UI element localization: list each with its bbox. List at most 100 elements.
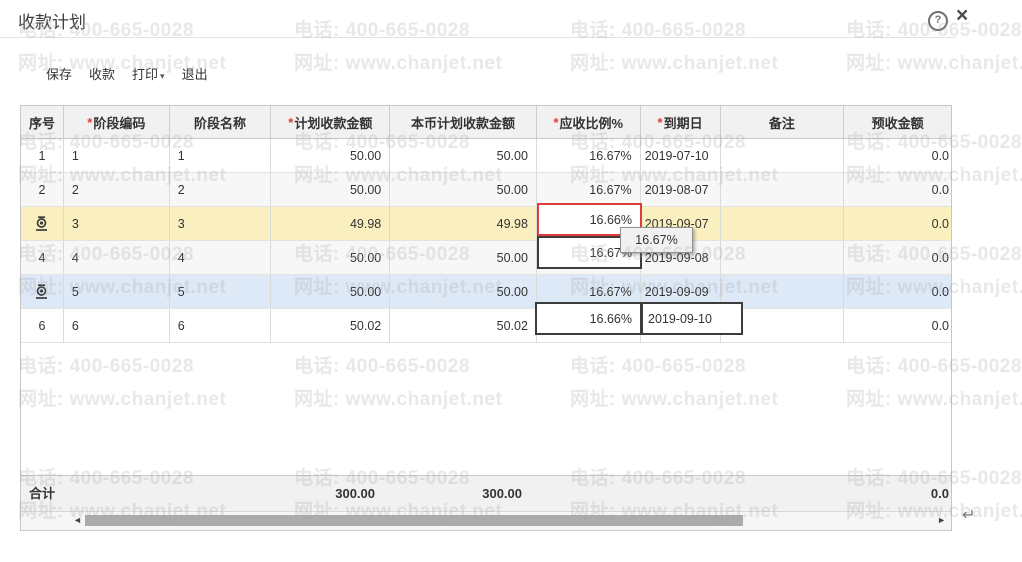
horizontal-scrollbar[interactable]: ◄ ► [21, 511, 951, 530]
cell-due[interactable]: 2019-09-08 [641, 241, 721, 274]
cell-memo[interactable] [721, 173, 845, 206]
cell-memo[interactable] [721, 275, 845, 308]
column-header-label: 备注 [768, 115, 795, 131]
column-header-advance: 预收金额 [844, 106, 951, 138]
cell-amount_base[interactable]: 50.00 [390, 173, 537, 206]
cell-memo[interactable] [721, 139, 845, 172]
cell-amount_base[interactable]: 50.00 [390, 275, 537, 308]
watermark-phone: 电话: 400-665-0028 [570, 20, 746, 41]
cell-ratio[interactable]: 16.67% [537, 139, 641, 172]
help-icon[interactable]: ? [928, 11, 948, 31]
ratio-tooltip: 16.67% [620, 227, 693, 253]
scroll-left-icon[interactable]: ◄ [73, 515, 82, 525]
cell-amount[interactable]: 50.02 [271, 309, 391, 342]
total-row: 合计 300.00 300.00 0.0 [21, 475, 951, 511]
column-header-memo: 备注 [721, 106, 845, 138]
title-divider [0, 37, 956, 38]
cell-seq[interactable]: 2 [21, 173, 64, 206]
receive-payment-button[interactable]: 收款 [89, 67, 116, 82]
cell-advance[interactable]: 0.0 [931, 148, 950, 163]
required-asterisk: * [288, 114, 294, 130]
watermark-site: 网址: www.chanjet.net [570, 53, 779, 74]
cell-name[interactable]: 2 [170, 173, 272, 206]
cell-seq[interactable]: 6 [21, 309, 64, 342]
column-header-label: 到期日 [663, 115, 703, 131]
column-header-label: 应收比例% [559, 115, 624, 131]
cell-amount[interactable]: 50.00 [271, 241, 391, 274]
toolbar: 保存 收款 打印 ▾ 退出 [46, 64, 208, 83]
cell-amount[interactable]: 50.00 [271, 173, 391, 206]
watermark-phone: 电话: 400-665-0028 [294, 20, 470, 41]
chevron-down-icon: ▾ [160, 71, 165, 81]
cell-code[interactable]: 6 [64, 309, 170, 342]
cell-name[interactable]: 5 [170, 275, 272, 308]
column-header-code: * 阶段编码 [64, 106, 170, 138]
column-header-label: 预收金额 [871, 115, 924, 131]
column-header-label: 序号 [28, 115, 55, 131]
cell-memo[interactable] [721, 309, 845, 342]
cell-ratio[interactable]: 16.67% [537, 275, 641, 308]
cell-seq[interactable]: 4 [21, 241, 64, 274]
cell-amount_base[interactable]: 50.02 [390, 309, 537, 342]
receipt-stamp-icon [35, 283, 48, 300]
ratio-cell-editor-row6[interactable]: 16.66% [535, 302, 642, 335]
exit-button[interactable]: 退出 [181, 67, 208, 82]
cell-memo[interactable] [721, 207, 845, 240]
cell-code[interactable]: 5 [64, 275, 170, 308]
required-asterisk: * [657, 114, 663, 130]
cell-due[interactable]: 2019-08-07 [641, 173, 721, 206]
save-button[interactable]: 保存 [46, 67, 73, 82]
column-header-label: 计划收款金额 [294, 115, 373, 131]
cell-advance[interactable]: 0.0 [931, 216, 950, 231]
cell-advance[interactable]: 0.0 [931, 250, 950, 265]
watermark-text: 电话: 400-665-0028 网址: www.chanjet.net [294, 14, 502, 80]
cell-due[interactable]: 2019-07-10 [641, 139, 721, 172]
grid-header-row: 序号 * 阶段编码 阶段名称 * 计划收款金额 本币计划收款金额 * 应收比例% * 到期日 备注 预收… [21, 106, 951, 139]
required-asterisk: * [553, 114, 559, 130]
cell-advance[interactable]: 0.0 [931, 182, 950, 197]
total-label: 合计 [29, 486, 56, 501]
column-header-label: 本币计划收款金额 [411, 115, 516, 131]
cell-code[interactable]: 3 [64, 207, 170, 240]
cell-seq[interactable] [21, 275, 64, 308]
cell-amount_base[interactable]: 50.00 [390, 139, 537, 172]
table-row: 2 2 2 50.00 50.00 16.67% 2019-08-07 0.0 [21, 173, 951, 207]
cell-advance[interactable]: 0.0 [931, 318, 950, 333]
print-dropdown-button[interactable]: 打印 ▾ [132, 64, 165, 83]
scroll-right-icon[interactable]: ► [937, 515, 946, 525]
cell-due[interactable]: 2019-09-09 [641, 275, 721, 308]
cell-amount[interactable]: 50.00 [271, 139, 391, 172]
due-date-cell-editor-row6[interactable]: 2019-09-10 [641, 302, 743, 335]
enter-return-symbol: ↵ [962, 507, 976, 524]
total-amount: 300.00 [335, 486, 375, 501]
cell-amount_base[interactable]: 50.00 [390, 241, 537, 274]
receipt-plan-grid: 序号 * 阶段编码 阶段名称 * 计划收款金额 本币计划收款金额 * 应收比例% * 到期日 备注 预收… [20, 105, 952, 531]
cell-amount[interactable]: 49.98 [271, 207, 391, 240]
required-asterisk: * [87, 114, 93, 130]
column-header-seq: 序号 [21, 106, 64, 138]
cell-name[interactable]: 6 [170, 309, 272, 342]
print-label: 打印 [132, 67, 159, 82]
cell-memo[interactable] [721, 241, 845, 274]
cell-name[interactable]: 3 [170, 207, 272, 240]
cell-amount[interactable]: 50.00 [271, 275, 391, 308]
cell-seq[interactable] [21, 207, 64, 240]
cell-amount_base[interactable]: 49.98 [390, 207, 537, 240]
watermark-text: 电话: 400-665-0028 网址: www.chanjet.net [570, 14, 778, 80]
cell-name[interactable]: 4 [170, 241, 272, 274]
cell-advance[interactable]: 0.0 [931, 284, 950, 299]
scrollbar-thumb[interactable] [85, 515, 743, 526]
cell-code[interactable]: 2 [64, 173, 170, 206]
column-header-amount: * 计划收款金额 [271, 106, 391, 138]
cell-code[interactable]: 4 [64, 241, 170, 274]
cell-code[interactable]: 1 [64, 139, 170, 172]
receipt-stamp-icon [35, 215, 48, 232]
close-icon[interactable]: × [956, 4, 969, 27]
cell-seq[interactable]: 1 [21, 139, 64, 172]
watermark-site: 网址: www.chanjet.net [294, 53, 503, 74]
cell-name[interactable]: 1 [170, 139, 272, 172]
cell-ratio[interactable]: 16.67% [537, 173, 641, 206]
